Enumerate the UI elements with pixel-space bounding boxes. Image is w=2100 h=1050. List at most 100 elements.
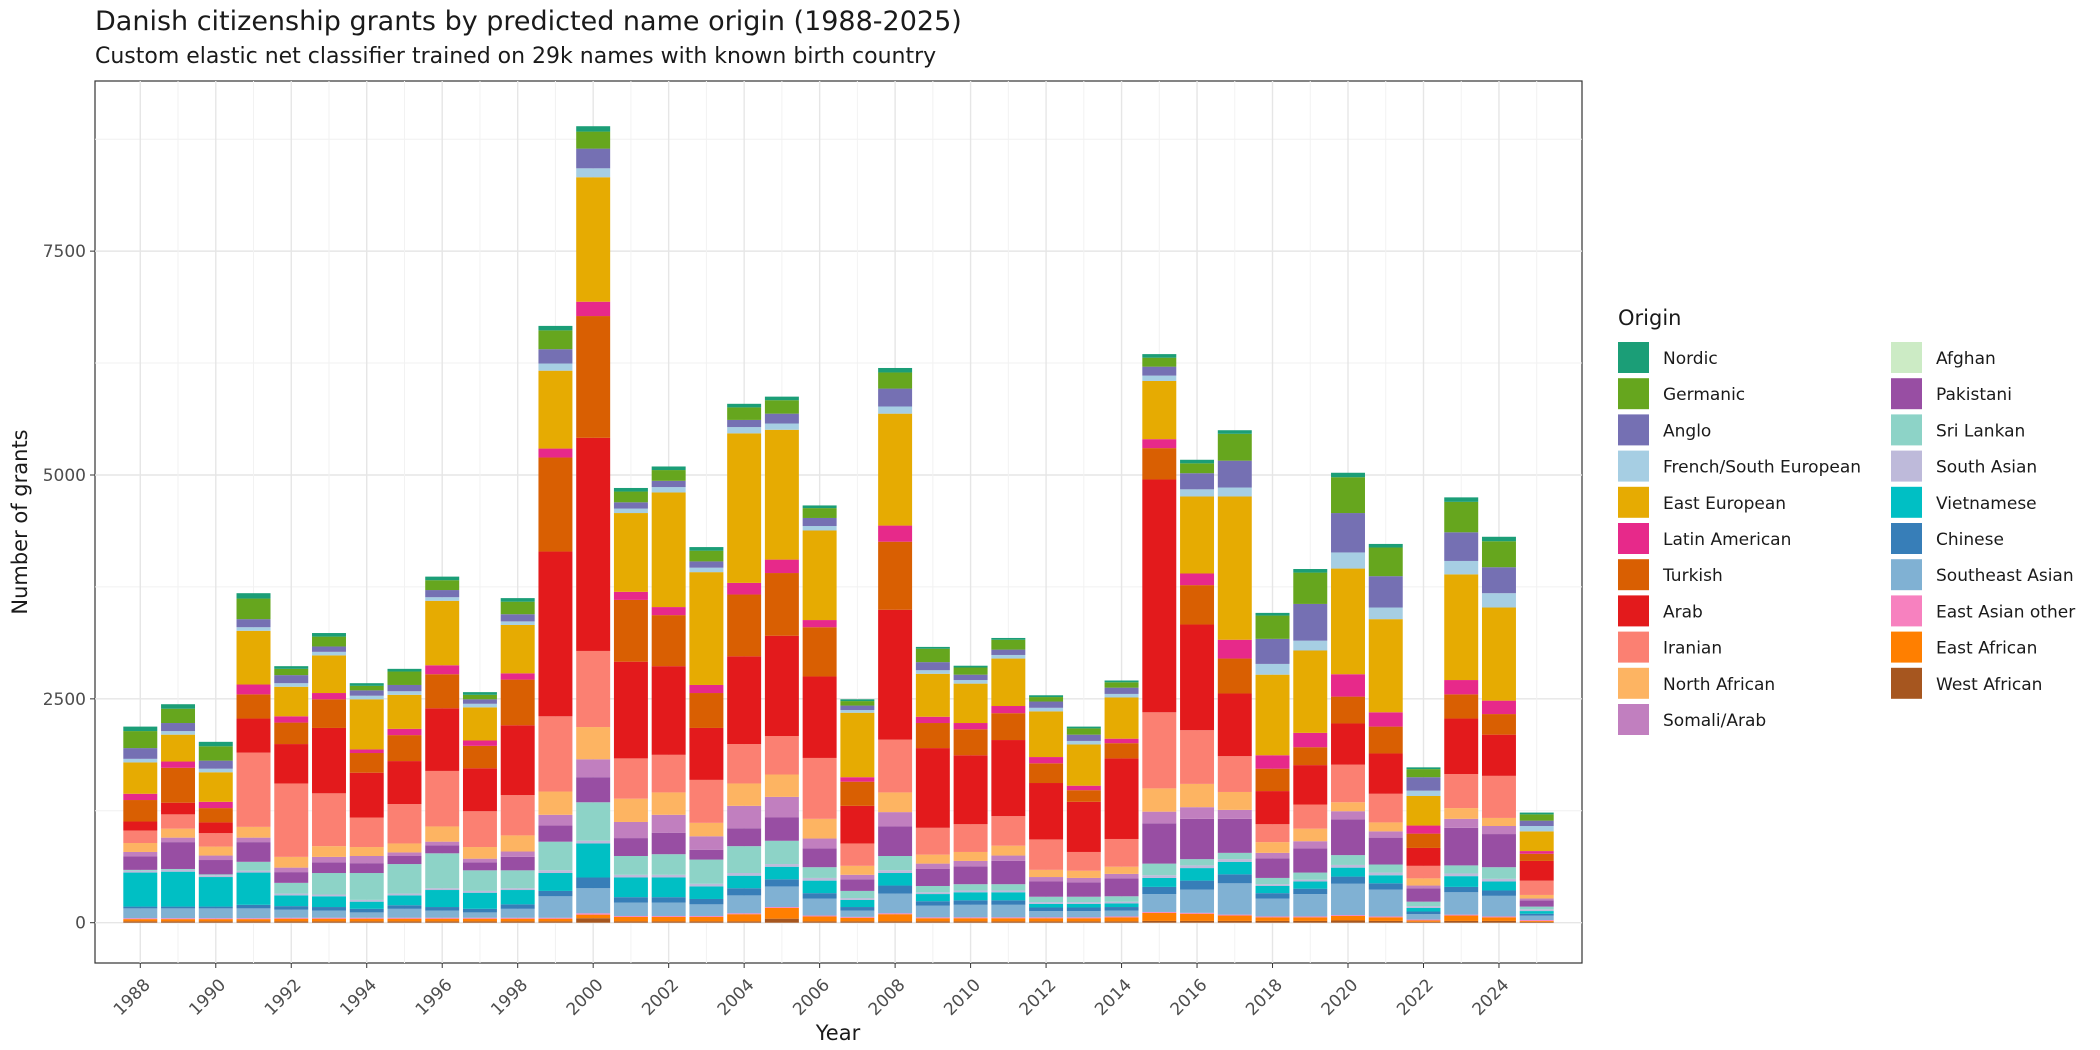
bar-segment	[878, 372, 913, 389]
bar-segment	[161, 868, 196, 870]
bar-segment	[953, 900, 988, 905]
bar-segment	[727, 805, 762, 829]
bar-segment	[500, 673, 535, 680]
bar-segment	[1368, 712, 1403, 727]
bar-segment	[953, 723, 988, 730]
bar-segment	[538, 896, 573, 918]
bar-segment	[1104, 873, 1139, 879]
bar-segment	[198, 760, 233, 769]
bar-segment	[764, 559, 799, 574]
bar-segment	[1293, 894, 1328, 917]
bar-segment	[1029, 881, 1064, 897]
bar-segment	[727, 427, 762, 434]
bar-segment	[1444, 818, 1479, 828]
bar-segment	[1368, 793, 1403, 823]
bar-segment	[1180, 912, 1215, 914]
legend-swatch	[1618, 523, 1649, 554]
bar-segment	[840, 710, 875, 713]
bar-segment	[764, 423, 799, 430]
bar-segment	[161, 828, 196, 838]
bar-segment	[613, 508, 648, 514]
bar-segment	[1444, 501, 1479, 533]
bar-segment	[312, 896, 346, 908]
bar-segment	[387, 908, 422, 918]
bar-segment	[1217, 693, 1252, 757]
bar-segment	[576, 316, 611, 438]
bar-segment	[1444, 873, 1479, 877]
bar-segment	[1066, 911, 1101, 918]
bar-segment	[727, 656, 762, 745]
bar-segment	[312, 693, 346, 700]
bar-segment	[123, 908, 158, 919]
bar-segment	[727, 914, 762, 922]
bar-segment	[1519, 920, 1554, 922]
chart-title: Danish citizenship grants by predicted n…	[95, 6, 962, 37]
bar-segment	[349, 753, 384, 773]
bar-segment	[1331, 513, 1365, 553]
bar-segment	[387, 895, 422, 906]
bar-segment	[274, 668, 309, 676]
bar-segment	[802, 508, 837, 518]
bar-segment	[425, 665, 460, 675]
bar-segment	[1519, 860, 1554, 881]
bar-segment	[576, 759, 611, 778]
bar-segment	[651, 487, 686, 493]
legend-label: East African	[1936, 639, 2037, 659]
bar-segment	[236, 918, 271, 920]
bar-segment	[425, 708, 460, 771]
bar-segment	[915, 673, 950, 717]
bar-segment	[236, 904, 271, 909]
bar-segment	[1066, 744, 1101, 786]
bar-segment	[689, 898, 724, 905]
bar-segment	[1066, 917, 1101, 919]
bar-segment	[1368, 607, 1403, 620]
bar-segment	[1142, 863, 1177, 876]
bar-segment	[1180, 868, 1215, 881]
bar-segment	[1444, 774, 1479, 809]
x-tick-label: 2016	[1167, 975, 1212, 1020]
bar-segment	[462, 811, 497, 848]
bar-segment	[878, 873, 913, 886]
bar-segment	[123, 731, 158, 749]
bar-segment	[764, 817, 799, 841]
bar-segment	[1293, 747, 1328, 766]
bar-segment	[462, 858, 497, 863]
bar-segment	[689, 916, 724, 922]
bar-segment	[1481, 714, 1516, 735]
bar-segment	[764, 864, 799, 867]
bar-segment	[878, 792, 913, 813]
bar-segment	[1293, 872, 1328, 880]
bar-segment	[1255, 768, 1290, 792]
bar-segment	[1368, 726, 1403, 754]
bar-segment	[1519, 812, 1554, 815]
bar-segment	[123, 758, 158, 763]
bar-segment	[953, 890, 988, 893]
bar-segment	[500, 851, 535, 857]
bar-segment	[1255, 824, 1290, 843]
bar-segment	[613, 491, 648, 503]
bar-segment	[1142, 479, 1177, 713]
bar-segment	[576, 727, 611, 760]
bar-segment	[236, 870, 271, 873]
bar-segment	[387, 843, 422, 853]
bar-segment	[387, 668, 422, 672]
bar-segment	[1142, 912, 1177, 921]
bar-segment	[1481, 881, 1516, 891]
bar-segment	[349, 847, 384, 856]
bar-segment	[161, 871, 196, 907]
bar-segment	[1519, 920, 1554, 921]
bar-segment	[953, 674, 988, 681]
bar-segment	[462, 862, 497, 871]
bar-segment	[274, 872, 309, 883]
bar-segment	[1217, 487, 1252, 497]
bar-segment	[236, 908, 271, 919]
bar-segment	[1368, 831, 1403, 838]
bar-segment	[1104, 910, 1139, 917]
bar-segment	[1029, 902, 1064, 904]
bar-segment	[1331, 867, 1365, 877]
bar-segment	[123, 869, 158, 871]
bar-segment	[991, 816, 1026, 846]
bar-segment	[576, 168, 611, 178]
bar-segment	[1481, 700, 1516, 715]
bar-segment	[915, 892, 950, 895]
